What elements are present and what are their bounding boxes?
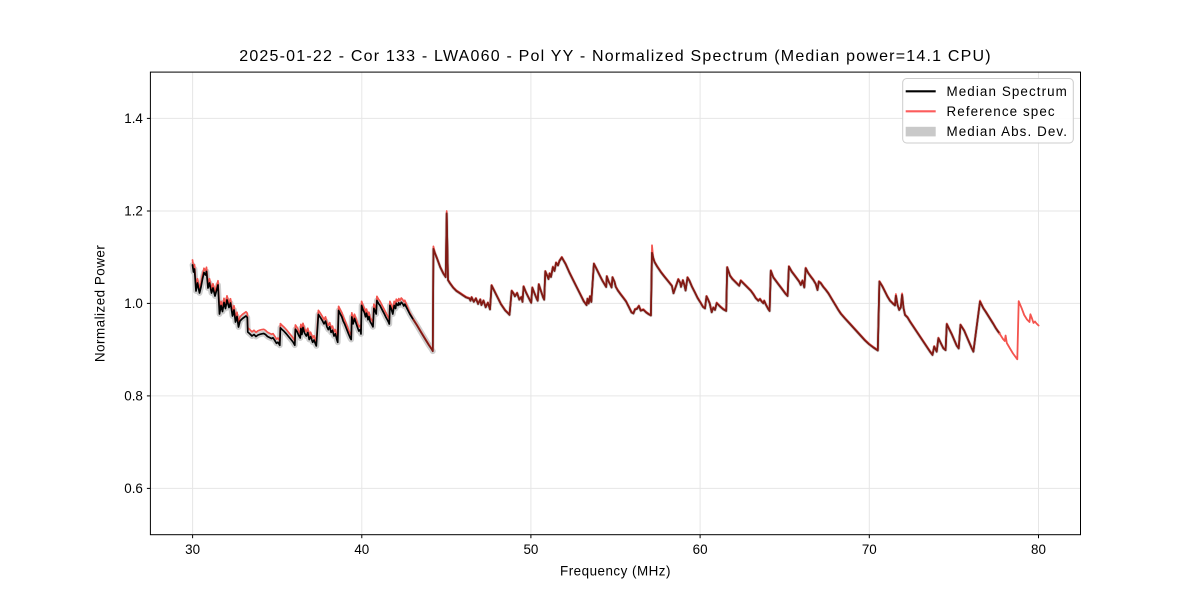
svg-text:30: 30 (185, 542, 200, 557)
svg-text:50: 50 (523, 542, 538, 557)
svg-text:0.8: 0.8 (124, 389, 143, 404)
svg-text:0.6: 0.6 (124, 481, 143, 496)
svg-text:1.4: 1.4 (124, 111, 143, 126)
svg-text:Normalized Power: Normalized Power (93, 245, 108, 362)
svg-text:Median Abs. Dev.: Median Abs. Dev. (947, 124, 1069, 139)
svg-text:40: 40 (354, 542, 369, 557)
svg-text:60: 60 (693, 542, 708, 557)
svg-text:Reference spec: Reference spec (947, 104, 1056, 119)
svg-text:80: 80 (1031, 542, 1046, 557)
svg-text:1.2: 1.2 (124, 204, 143, 219)
svg-text:2025-01-22 - Cor 133 - LWA060: 2025-01-22 - Cor 133 - LWA060 - Pol YY -… (239, 48, 992, 65)
svg-text:70: 70 (862, 542, 877, 557)
svg-text:Median Spectrum: Median Spectrum (947, 84, 1068, 99)
svg-text:1.0: 1.0 (124, 296, 143, 311)
svg-text:Frequency (MHz): Frequency (MHz) (560, 564, 671, 579)
